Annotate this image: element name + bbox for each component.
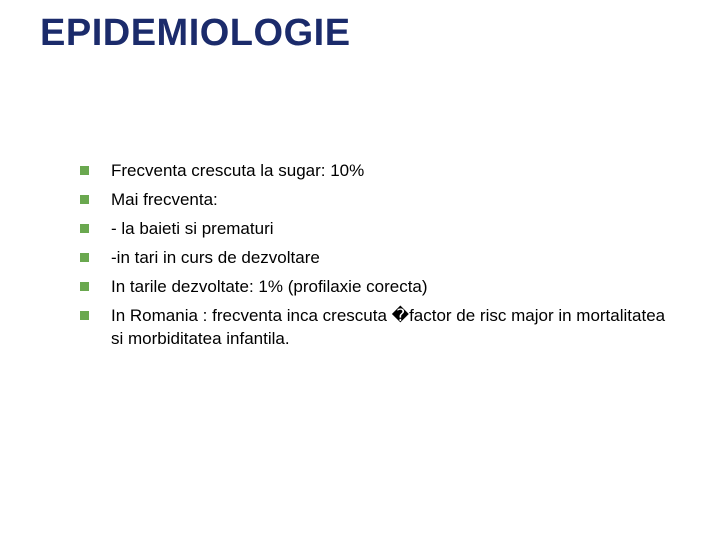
list-item: In tarile dezvoltate: 1% (profilaxie cor… [80,276,670,299]
list-item: Frecventa crescuta la sugar: 10% [80,160,670,183]
item-text: Frecventa crescuta la sugar: 10% [111,160,670,183]
square-bullet-icon [80,253,89,262]
item-text: - la baieti si prematuri [111,218,670,241]
square-bullet-icon [80,166,89,175]
list-item: Mai frecventa: [80,189,670,212]
item-text: -in tari in curs de dezvoltare [111,247,670,270]
square-bullet-icon [80,311,89,320]
list-item: In Romania : frecventa inca crescuta �fa… [80,305,670,351]
item-text: Mai frecventa: [111,189,670,212]
item-text: In Romania : frecventa inca crescuta �fa… [111,305,670,351]
square-bullet-icon [80,224,89,233]
list-item: - la baieti si prematuri [80,218,670,241]
square-bullet-icon [80,195,89,204]
slide-title: EPIDEMIOLOGIE [40,12,351,55]
slide: EPIDEMIOLOGIE Frecventa crescuta la suga… [0,0,720,540]
item-text: In tarile dezvoltate: 1% (profilaxie cor… [111,276,670,299]
body-region: Frecventa crescuta la sugar: 10% Mai fre… [80,160,670,357]
square-bullet-icon [80,282,89,291]
list-item: -in tari in curs de dezvoltare [80,247,670,270]
